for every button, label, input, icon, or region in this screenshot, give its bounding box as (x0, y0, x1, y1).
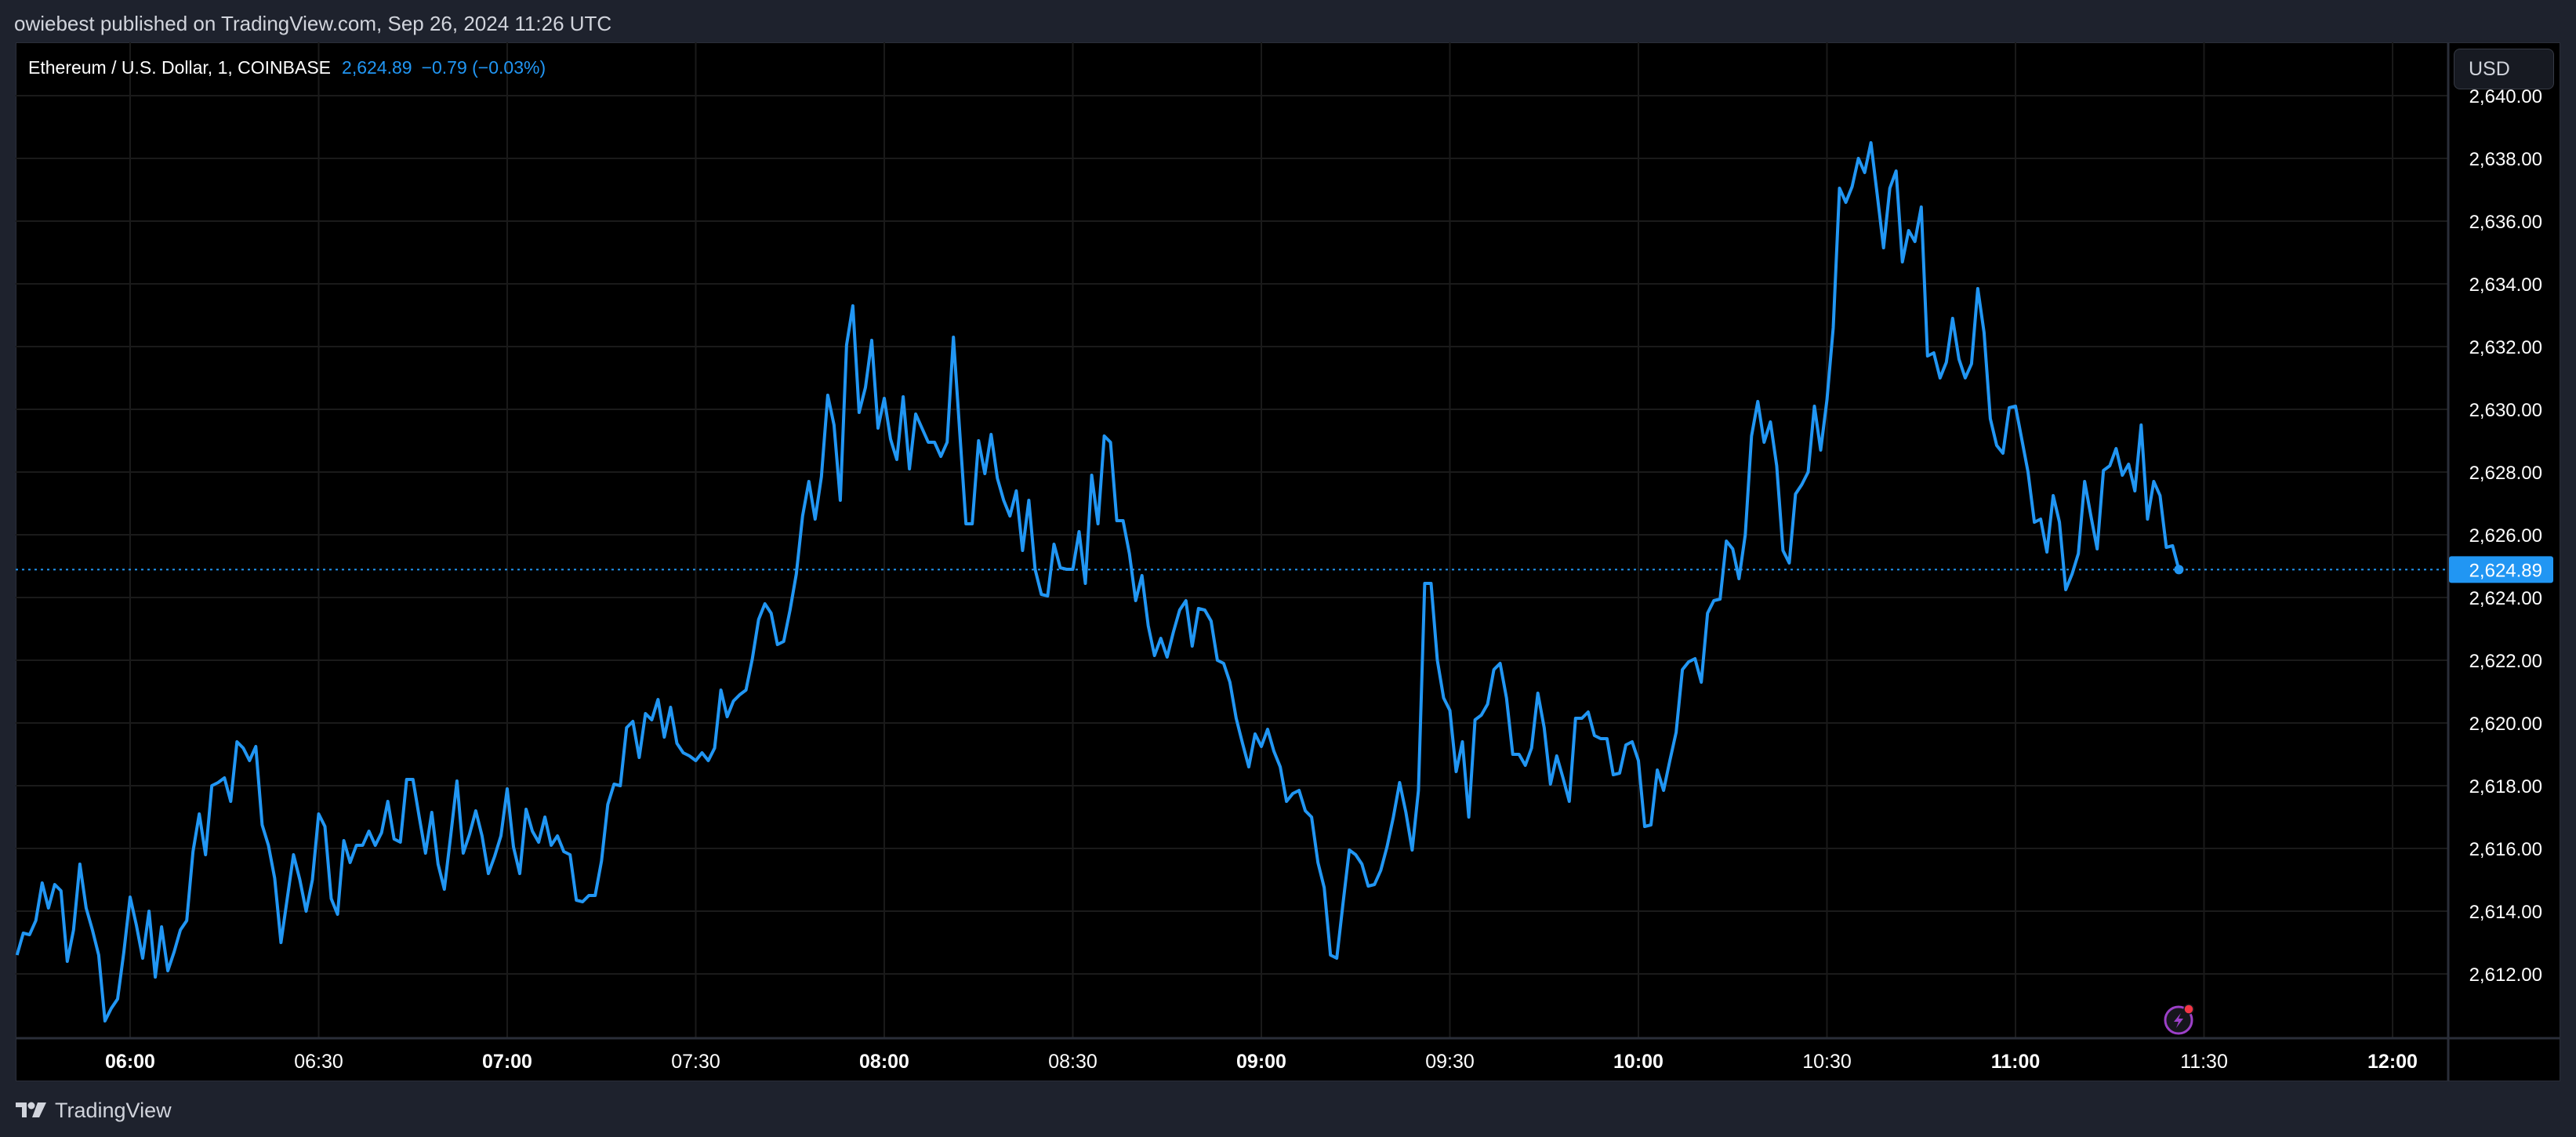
time-tick-label: 06:00 (105, 1051, 155, 1073)
time-tick-label: 11:00 (1991, 1051, 2041, 1073)
time-tick-label: 08:00 (859, 1051, 909, 1073)
time-tick-label: 08:30 (1048, 1051, 1098, 1073)
tradingview-brand: TradingView (55, 1098, 172, 1122)
current-price-tag: 2,624.89 (2449, 556, 2553, 583)
currency-button[interactable]: USD (2454, 49, 2554, 89)
price-tick-label: 2,638.00 (2469, 149, 2542, 170)
time-tick-label: 12:00 (2367, 1051, 2418, 1073)
symbol-title: Ethereum / U.S. Dollar, 1, COINBASE (28, 57, 332, 78)
grid-lines (16, 42, 2448, 1038)
price-tick-label: 2,624.00 (2469, 588, 2542, 609)
chart-panel[interactable] (16, 42, 2560, 1081)
price-tick-label: 2,612.00 (2469, 964, 2542, 986)
price-tick-label: 2,622.00 (2469, 651, 2542, 672)
axes-frame (16, 42, 2560, 1081)
time-tick-label: 06:30 (294, 1051, 343, 1073)
time-tick-label: 07:00 (482, 1051, 532, 1073)
time-axis[interactable]: 06:00 06:30 07:00 07:30 08:00 08:30 09:00 09:30… (105, 1051, 2418, 1073)
time-tick-label: 10:00 (1613, 1051, 1664, 1073)
current-price-tag-bg (2449, 556, 2553, 583)
price-tick-label: 2,632.00 (2469, 337, 2542, 358)
time-tick-label: 07:30 (671, 1051, 720, 1073)
chart-legend: Ethereum / U.S. Dollar, 1, COINBASE 2,624… (28, 52, 546, 83)
price-tick-label: 2,636.00 (2469, 212, 2542, 233)
time-tick-label: 10:30 (1802, 1051, 1852, 1073)
last-price-value: 2,624.89 (342, 57, 412, 78)
price-tick-label: 2,628.00 (2469, 463, 2542, 484)
price-change-value: −0.79 (−0.03%) (421, 57, 546, 78)
footer: TradingView (16, 1095, 172, 1126)
price-tick-label: 2,626.00 (2469, 525, 2542, 547)
price-line (15, 141, 2181, 1023)
lightning-bolt-icon[interactable] (2164, 1004, 2195, 1035)
price-tick-label: 2,630.00 (2469, 400, 2542, 421)
price-axis[interactable]: 2,640.00 2,638.00 2,636.00 2,634.00 2,632.00… (2469, 86, 2542, 986)
time-tick-label: 09:00 (1236, 1051, 1286, 1073)
price-tick-label: 2,614.00 (2469, 902, 2542, 923)
price-tick-label: 2,618.00 (2469, 776, 2542, 797)
tradingview-logo-icon (16, 1102, 46, 1117)
time-tick-label: 11:30 (2180, 1051, 2228, 1073)
price-tick-label: 2,634.00 (2469, 274, 2542, 296)
time-tick-label: 09:30 (1425, 1051, 1475, 1073)
last-price-dot (2174, 565, 2184, 575)
price-tick-label: 2,640.00 (2469, 86, 2542, 107)
price-tick-label: 2,620.00 (2469, 714, 2542, 735)
current-price-label: 2,624.89 (2469, 560, 2542, 581)
publish-info: owiebest published on TradingView.com, S… (14, 12, 612, 35)
price-tick-label: 2,616.00 (2469, 839, 2542, 860)
